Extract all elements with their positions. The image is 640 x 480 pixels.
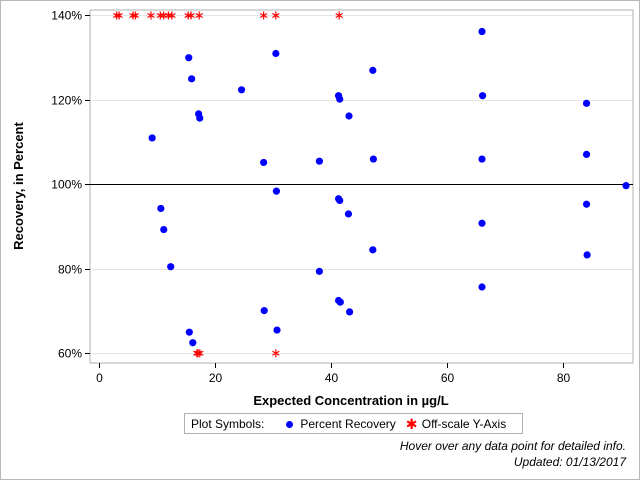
percent-recovery-point — [344, 210, 353, 218]
x-tick-label: 40 — [325, 371, 339, 385]
percent-recovery-point — [478, 27, 486, 36]
off-scale-point — [195, 349, 204, 358]
updated-date: Updated: 01/13/2017 — [513, 455, 626, 469]
star-stroke — [195, 12, 203, 19]
percent-recovery-point — [260, 307, 268, 315]
off-scale-point — [195, 11, 203, 20]
y-tick-label: 120% — [51, 94, 82, 108]
percent-recovery-point — [148, 134, 156, 142]
star-stroke — [272, 350, 280, 356]
data-points — [112, 11, 630, 358]
percent-recovery-point — [273, 326, 281, 334]
percent-recovery-point — [237, 86, 246, 94]
percent-recovery-point — [478, 92, 487, 100]
legend-star-marker: ✱ — [405, 415, 418, 432]
off-scale-point — [147, 11, 155, 20]
percent-recovery-point — [188, 75, 196, 83]
y-axis-title: Recovery, in Percent — [11, 122, 26, 250]
star-stroke — [147, 12, 155, 19]
off-scale-point — [272, 349, 280, 358]
legend-item-percent-recovery: Percent Recovery — [300, 416, 396, 431]
percent-recovery-point — [315, 267, 323, 275]
percent-recovery-point — [345, 308, 354, 316]
percent-recovery-point — [622, 182, 630, 190]
off-scale-point — [272, 11, 280, 20]
off-scale-point — [115, 11, 123, 20]
percent-recovery-point — [582, 200, 591, 208]
off-scale-point — [131, 11, 140, 20]
star-stroke — [131, 12, 140, 19]
star-stroke — [187, 12, 195, 19]
off-scale-point — [168, 11, 176, 20]
plot-area-border — [89, 9, 634, 364]
star-stroke — [335, 12, 343, 19]
star-stroke — [168, 12, 176, 19]
percent-recovery-point — [369, 246, 377, 254]
legend-title: Plot Symbols: — [191, 416, 265, 431]
percent-recovery-point — [272, 49, 280, 58]
percent-recovery-point — [272, 187, 281, 195]
x-axis-title: Expected Concentration in µg/L — [253, 393, 448, 408]
percent-recovery-point — [345, 112, 353, 120]
star-stroke — [272, 12, 280, 19]
percent-recovery-point — [336, 95, 344, 103]
x-tick-label: 60 — [441, 371, 455, 385]
off-scale-point — [259, 11, 268, 20]
star-stroke — [259, 12, 268, 19]
star-stroke — [115, 12, 123, 19]
percent-recovery-point — [369, 155, 378, 163]
y-tick-label: 60% — [58, 347, 82, 361]
off-scale-point — [335, 11, 343, 20]
percent-recovery-point — [185, 54, 193, 62]
percent-recovery-point — [369, 66, 377, 74]
percent-recovery-point — [157, 204, 165, 213]
percent-recovery-point — [260, 158, 268, 167]
legend-circle-marker — [284, 417, 294, 431]
x-tick-label: 0 — [96, 371, 103, 385]
percent-recovery-point — [478, 283, 486, 291]
percent-recovery-point — [315, 157, 323, 165]
y-tick-label: 100% — [51, 178, 82, 192]
axes: 60% 80% 100% 120% 140% 0 20 40 60 80 — [51, 9, 633, 385]
x-tick-label: 20 — [209, 371, 223, 385]
percent-recovery-point — [583, 251, 591, 259]
percent-recovery-point — [478, 219, 486, 227]
star-stroke — [195, 350, 204, 356]
percent-recovery-point — [160, 225, 168, 234]
percent-recovery-point — [196, 114, 204, 122]
off-scale-point — [187, 11, 195, 20]
percent-recovery-point — [336, 196, 344, 205]
y-tick-label: 140% — [51, 9, 82, 23]
percent-recovery-point — [582, 99, 591, 107]
percent-recovery-point — [336, 298, 344, 306]
percent-recovery-point — [167, 263, 175, 271]
percent-recovery-point — [185, 328, 193, 336]
percent-recovery-point — [478, 155, 486, 163]
hover-note: Hover over any data point for detailed i… — [399, 439, 626, 453]
percent-recovery-point — [189, 339, 197, 347]
y-tick-label: 80% — [58, 263, 82, 277]
legend: Plot Symbols: Percent Recovery ✱ Off-sca… — [184, 413, 524, 434]
x-tick-label: 80 — [557, 371, 571, 385]
legend-item-off-scale: Off-scale Y-Axis — [421, 416, 507, 431]
percent-recovery-point — [582, 150, 591, 159]
